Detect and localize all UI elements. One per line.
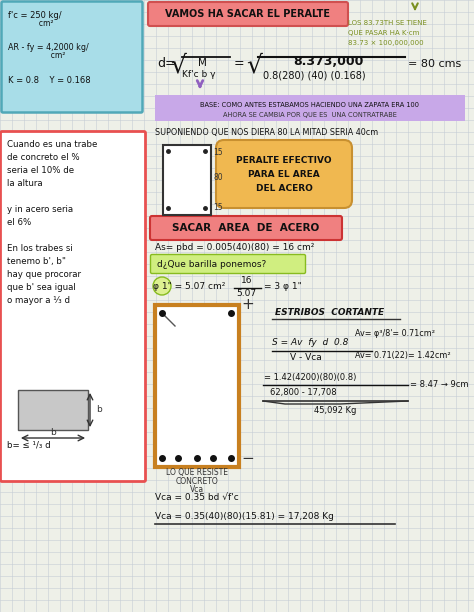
- Bar: [155, 305, 239, 467]
- Text: V - Vca: V - Vca: [290, 353, 322, 362]
- Text: Av= φ³/8'= 0.71cm²: Av= φ³/8'= 0.71cm²: [355, 329, 435, 338]
- Text: −: −: [241, 451, 254, 466]
- FancyBboxPatch shape: [216, 140, 352, 208]
- Text: Cuando es una trabe: Cuando es una trabe: [7, 140, 97, 149]
- Text: K = 0.8    Y = 0.168: K = 0.8 Y = 0.168: [8, 76, 91, 85]
- Text: Kf'c b γ: Kf'c b γ: [182, 70, 216, 79]
- Text: el 6%: el 6%: [7, 218, 31, 227]
- Text: +: +: [241, 297, 254, 312]
- Text: SUPONIENDO QUE NOS DIERA 80 LA MITAD SERIA 40cm: SUPONIENDO QUE NOS DIERA 80 LA MITAD SER…: [155, 128, 378, 137]
- Text: d=: d=: [157, 57, 176, 70]
- Text: As= pbd = 0.005(40)(80) = 16 cm²: As= pbd = 0.005(40)(80) = 16 cm²: [155, 243, 314, 252]
- Text: 16: 16: [241, 276, 253, 285]
- Text: d¿Que barilla ponemos?: d¿Que barilla ponemos?: [157, 260, 266, 269]
- Text: SACAR  AREA  DE  ACERO: SACAR AREA DE ACERO: [173, 223, 319, 233]
- Text: AR - fy = 4,2000 kg/: AR - fy = 4,2000 kg/: [8, 43, 89, 52]
- Text: √: √: [246, 53, 262, 77]
- Text: la altura: la altura: [7, 179, 43, 188]
- Circle shape: [153, 277, 171, 295]
- Text: = 8.47 → 9cm: = 8.47 → 9cm: [410, 380, 468, 389]
- Text: PARA EL AREA: PARA EL AREA: [248, 170, 320, 179]
- Text: de concreto el %: de concreto el %: [7, 153, 80, 162]
- Text: LOS 83.73TH SE TIENE: LOS 83.73TH SE TIENE: [348, 20, 427, 26]
- Bar: [18, 390, 88, 430]
- Text: cm²: cm²: [8, 19, 54, 28]
- Text: = 80 cms: = 80 cms: [408, 59, 461, 69]
- Text: BASE: COMO ANTES ESTABAMOS HACIENDO UNA ZAPATA ERA 100: BASE: COMO ANTES ESTABAMOS HACIENDO UNA …: [201, 102, 419, 108]
- Bar: [155, 95, 465, 121]
- Text: 0.8(280) (40) (0.168): 0.8(280) (40) (0.168): [263, 70, 365, 80]
- FancyBboxPatch shape: [0, 132, 146, 482]
- Text: DEL ACERO: DEL ACERO: [255, 184, 312, 193]
- Text: y in acero seria: y in acero seria: [7, 205, 73, 214]
- Text: M: M: [198, 58, 207, 68]
- Text: √: √: [170, 53, 186, 77]
- Text: S = Av  fy  d  0.8: S = Av fy d 0.8: [272, 338, 348, 347]
- Text: φ 1" = 5.07 cm²: φ 1" = 5.07 cm²: [153, 282, 225, 291]
- Text: Vca = 0.35 bd √f'c: Vca = 0.35 bd √f'c: [155, 493, 239, 502]
- Text: = 3 φ 1": = 3 φ 1": [264, 282, 302, 291]
- Text: 8.373,000: 8.373,000: [293, 55, 363, 68]
- Text: AHORA SE CAMBIA POR QUE ES  UNA CONTRATRABE: AHORA SE CAMBIA POR QUE ES UNA CONTRATRA…: [223, 112, 397, 118]
- Text: cm²: cm²: [8, 51, 65, 60]
- Text: PERALTE EFECTIVO: PERALTE EFECTIVO: [236, 156, 332, 165]
- Text: o mayor a ¹⁄₃ d: o mayor a ¹⁄₃ d: [7, 296, 70, 305]
- Text: 83.73 × 100,000,000: 83.73 × 100,000,000: [348, 40, 424, 46]
- Text: b: b: [96, 405, 102, 414]
- Text: que b' sea igual: que b' sea igual: [7, 283, 76, 292]
- FancyBboxPatch shape: [150, 216, 342, 240]
- Text: Av= 0.71(22)= 1.42cm²: Av= 0.71(22)= 1.42cm²: [355, 351, 451, 360]
- Text: f'c = 250 kg/: f'c = 250 kg/: [8, 11, 62, 20]
- Text: Vca: Vca: [190, 485, 204, 494]
- FancyBboxPatch shape: [151, 255, 306, 274]
- Text: 15: 15: [213, 203, 223, 212]
- Text: 15: 15: [213, 148, 223, 157]
- Text: En los trabes si: En los trabes si: [7, 244, 73, 253]
- Text: 80: 80: [214, 173, 224, 182]
- Text: tenemo b', b": tenemo b', b": [7, 257, 66, 266]
- Text: = 1.42(4200)(80)(0.8): = 1.42(4200)(80)(0.8): [264, 373, 356, 382]
- Text: CONCRETO: CONCRETO: [176, 477, 219, 486]
- Text: 45,092 Kg: 45,092 Kg: [314, 406, 356, 415]
- Text: ESTRIBOS  CORTANTE: ESTRIBOS CORTANTE: [275, 308, 384, 317]
- Text: b= ≤ ¹/₃ d: b= ≤ ¹/₃ d: [7, 441, 51, 450]
- Text: 62,800 - 17,708: 62,800 - 17,708: [270, 388, 337, 397]
- Text: hay que procorar: hay que procorar: [7, 270, 81, 279]
- Text: b: b: [50, 428, 56, 437]
- Text: Vca = 0.35(40)(80)(15.81) = 17,208 Kg: Vca = 0.35(40)(80)(15.81) = 17,208 Kg: [155, 512, 334, 521]
- Text: LO QUE RESISTE: LO QUE RESISTE: [166, 468, 228, 477]
- FancyBboxPatch shape: [148, 2, 348, 26]
- Text: seria el 10% de: seria el 10% de: [7, 166, 74, 175]
- FancyBboxPatch shape: [1, 1, 143, 113]
- Text: 5.07: 5.07: [236, 289, 256, 298]
- Text: QUE PASAR HA K·cm: QUE PASAR HA K·cm: [348, 30, 419, 36]
- Text: VAMOS HA SACAR EL PERALTE: VAMOS HA SACAR EL PERALTE: [165, 9, 330, 19]
- Bar: [163, 145, 211, 215]
- Text: =: =: [234, 57, 245, 70]
